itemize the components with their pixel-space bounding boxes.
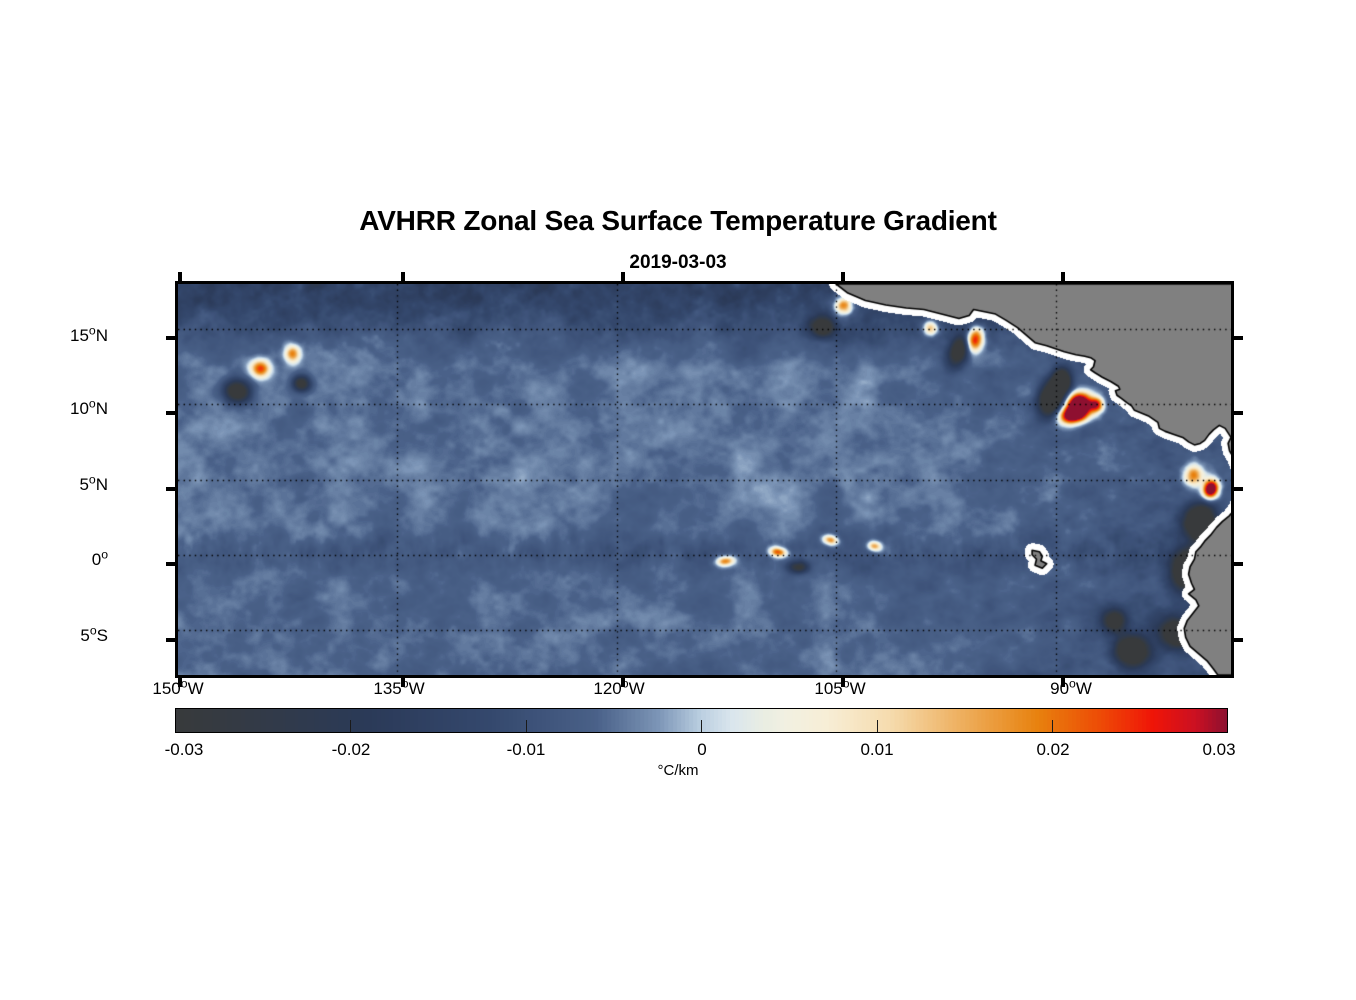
colorbar-units-label: °C/km	[657, 762, 699, 779]
xtick-mark-90W-bottom	[1061, 675, 1065, 687]
colorbar-label--0.02: -0.02	[331, 740, 371, 759]
xtick-mark-90W	[1061, 272, 1065, 284]
xtick-label-150W: 150oW	[152, 676, 204, 698]
colorbar-label-0.02: 0.02	[1036, 740, 1070, 759]
ytick-mark-10N	[166, 411, 178, 415]
chart-title: AVHRR Zonal Sea Surface Temperature Grad…	[359, 205, 997, 236]
colorbar-tick-0	[701, 720, 702, 732]
xtick-mark-120W-bottom	[621, 675, 625, 687]
ytick-mark-0-right	[1231, 562, 1243, 566]
xtick-mark-105W-bottom	[841, 675, 845, 687]
xtick-mark-120W	[621, 272, 625, 284]
colorbar-tick-n002	[350, 720, 351, 732]
ytick-label-5N: 5oN	[79, 472, 108, 494]
ytick-mark-15N-right	[1231, 336, 1243, 340]
colorbar-tick-n001	[526, 720, 527, 732]
xtick-label-120W: 120oW	[593, 676, 645, 698]
ytick-label-15N: 15oN	[69, 323, 108, 345]
ytick-mark-0	[166, 562, 178, 566]
ytick-mark-10N-right	[1231, 411, 1243, 415]
ytick-mark-5S	[166, 638, 178, 642]
chart-subtitle: 2019-03-03	[629, 252, 727, 273]
colorbar-tick-p001	[877, 720, 878, 732]
xtick-label-90W: 90oW	[1050, 676, 1092, 698]
xtick-mark-150W	[178, 272, 182, 284]
xtick-mark-105W	[841, 272, 845, 284]
ytick-label-0: 0o	[91, 547, 108, 569]
sst-gradient-heatmap	[178, 284, 1231, 675]
xtick-mark-135W	[401, 272, 405, 284]
colorbar-tick-p002	[1052, 720, 1053, 732]
colorbar	[175, 708, 1228, 733]
ytick-label-10N: 10oN	[69, 396, 108, 418]
xtick-mark-135W-bottom	[401, 675, 405, 687]
colorbar-label-0.01: 0.01	[860, 740, 894, 759]
xtick-mark-150W-bottom	[178, 675, 182, 687]
map-axes	[166, 272, 1243, 687]
xtick-label-105W: 105oW	[814, 676, 866, 698]
colorbar-label--0.03: -0.03	[164, 740, 204, 759]
colorbar-label-0: 0	[697, 740, 707, 759]
ytick-mark-5S-right	[1231, 638, 1243, 642]
ytick-mark-15N	[166, 336, 178, 340]
ytick-label-5S: 5oS	[80, 623, 108, 645]
xtick-label-135W: 135oW	[373, 676, 425, 698]
colorbar-label-0.03: 0.03	[1202, 740, 1236, 759]
ytick-mark-5N	[166, 487, 178, 491]
colorbar-label--0.01: -0.01	[506, 740, 546, 759]
ytick-mark-5N-right	[1231, 487, 1243, 491]
